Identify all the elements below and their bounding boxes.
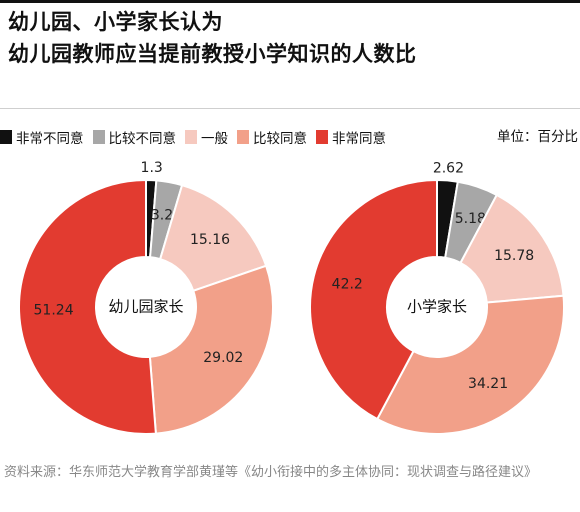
slice-value-label: 42.2	[332, 277, 363, 293]
title-line-2: 幼儿园教师应当提前教授小学知识的人数比	[8, 42, 417, 66]
divider	[0, 108, 580, 109]
legend-item: 比较同意	[237, 127, 307, 147]
unit-label: 单位：百分比	[497, 129, 578, 145]
legend-item: 比较不同意	[92, 127, 177, 147]
donut-center-label: 幼儿园家长	[108, 298, 183, 316]
legend: 非常不同意 比较不同意 一般 比较同意 非常同意	[0, 126, 395, 148]
legend-swatch	[0, 130, 12, 144]
legend-label: 非常同意	[332, 131, 386, 147]
legend-label: 一般	[201, 131, 228, 147]
slice-value-label: 2.62	[433, 160, 464, 176]
legend-item: 非常不同意	[0, 127, 84, 147]
donut-chart-2: 2.62 5.18 15.78 34.21 42.2 小学家长	[309, 160, 565, 435]
donut-hole	[387, 257, 487, 357]
slice-value-label: 34.21	[468, 376, 508, 392]
chart-title: 幼儿园、小学家长认为 幼儿园教师应当提前教授小学知识的人数比	[8, 6, 574, 70]
legend-item: 非常同意	[316, 127, 386, 147]
legend-item: 一般	[185, 127, 228, 147]
slice-value-label: 15.16	[190, 232, 230, 248]
legend-swatch	[185, 130, 197, 144]
slice-value-label: 29.02	[203, 350, 243, 366]
legend-label: 非常不同意	[16, 131, 84, 147]
legend-label: 比较不同意	[108, 131, 177, 147]
top-rule	[0, 0, 580, 3]
slice-value-label: 1.3	[141, 160, 163, 176]
legend-swatch	[316, 130, 328, 144]
slice-value-label: 15.78	[494, 248, 534, 264]
legend-swatch	[92, 130, 105, 144]
title-line-1: 幼儿园、小学家长认为	[8, 10, 223, 34]
donut-slice	[18, 178, 157, 435]
legend-label: 比较同意	[253, 131, 307, 147]
legend-swatch	[237, 130, 249, 144]
donut-center-label: 小学家长	[407, 298, 467, 316]
source-note: 资料来源：华东师范大学教育学部黄瑾等《幼小衔接中的多主体协同：现状调查与路径建议…	[4, 465, 538, 480]
slice-value-label: 5.18	[455, 211, 486, 227]
donut-hole	[96, 257, 196, 357]
slice-value-label: 51.24	[34, 303, 74, 319]
